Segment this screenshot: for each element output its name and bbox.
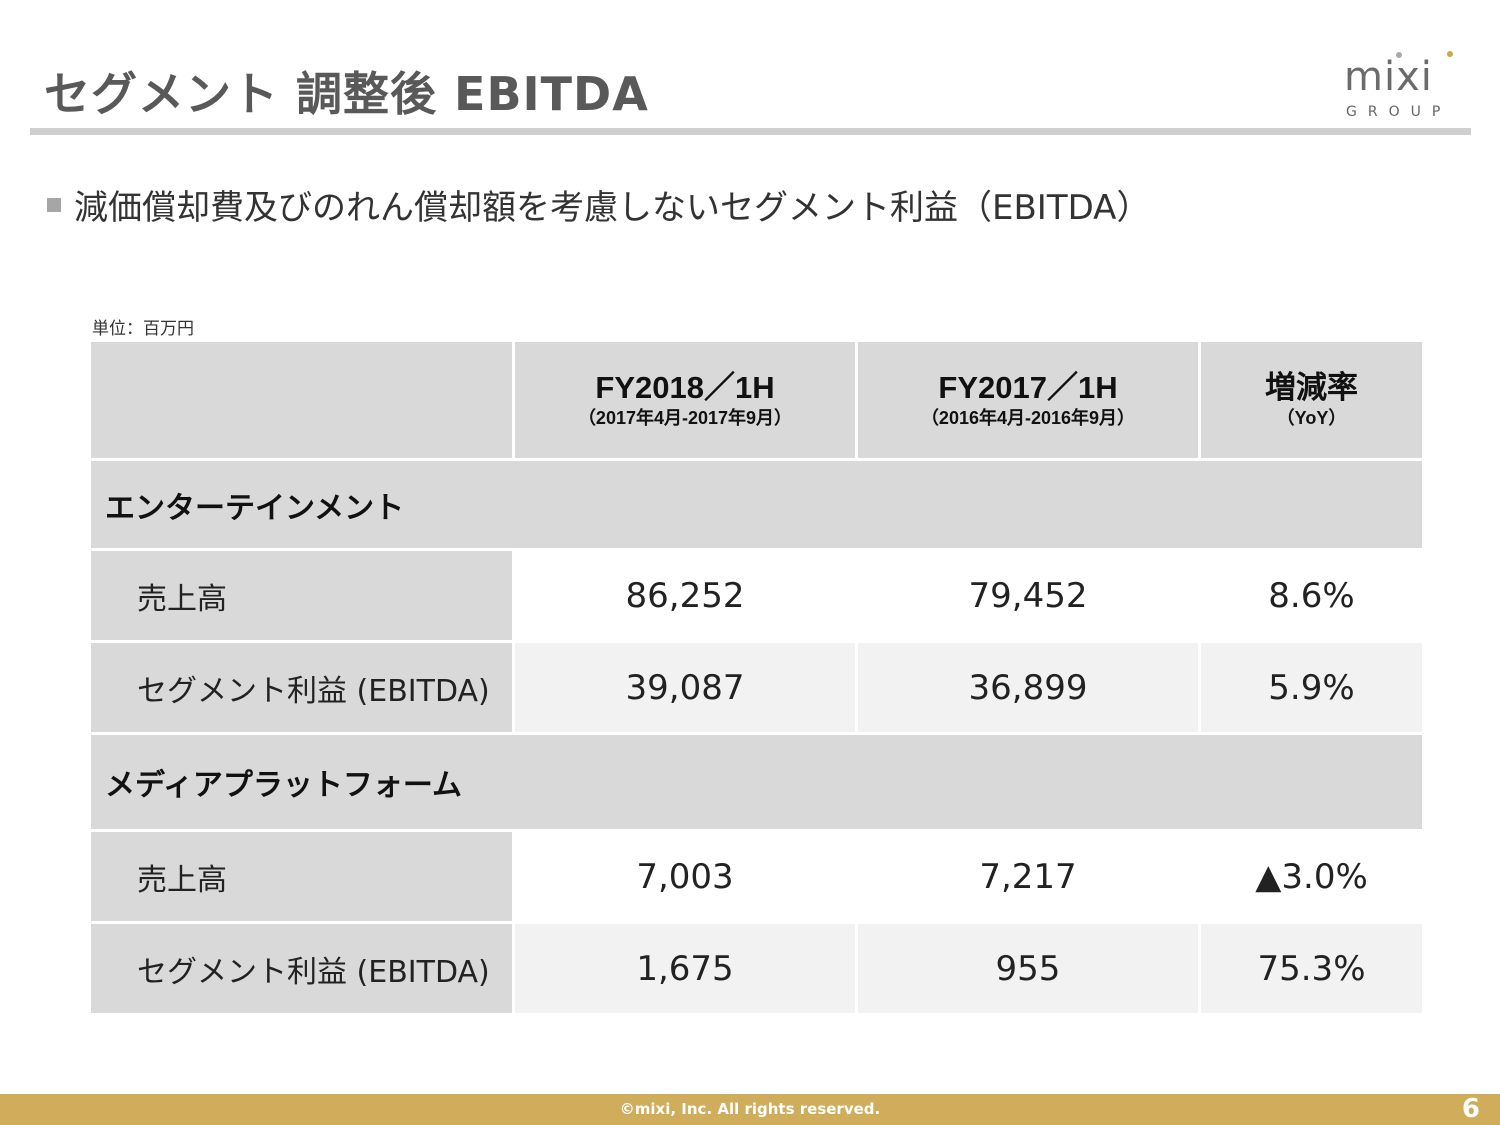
header-yoy-sub: （YoY） — [1276, 408, 1347, 428]
table-row: 売上高 7,003 7,217 ▲3.0% — [91, 832, 1422, 921]
title-divider — [30, 128, 1471, 135]
section-row-media-platform: メディアプラットフォーム — [91, 735, 1422, 829]
header-fy2018-main: FY2018／1H — [595, 370, 775, 405]
table-row: セグメント利益 (EBITDA) 1,675 955 75.3% — [91, 924, 1422, 1013]
value-yoy: 8.6% — [1201, 551, 1422, 640]
page-number: 6 — [1461, 1094, 1480, 1124]
mixi-group-logo: mixi GROUP — [1340, 48, 1460, 123]
header-empty-cell — [91, 342, 512, 458]
header-yoy-main: 増減率 — [1265, 370, 1358, 405]
logo-dot-gray — [1396, 52, 1402, 58]
table-header-row: FY2018／1H （2017年4月-2017年9月） FY2017／1H （2… — [91, 342, 1422, 458]
value-yoy: 75.3% — [1201, 924, 1422, 1013]
value-fy2017: 36,899 — [858, 643, 1198, 732]
logo-subtitle: GROUP — [1346, 104, 1452, 120]
value-fy2018: 86,252 — [515, 551, 855, 640]
header-fy2017: FY2017／1H （2016年4月-2016年9月） — [858, 342, 1198, 458]
section-title: エンターテインメント — [91, 461, 1422, 548]
row-label: 売上高 — [91, 832, 512, 921]
value-fy2018: 7,003 — [515, 832, 855, 921]
value-fy2017: 955 — [858, 924, 1198, 1013]
row-label: セグメント利益 (EBITDA) — [91, 924, 512, 1013]
header-fy2017-sub: （2016年4月-2016年9月） — [920, 408, 1136, 428]
unit-label: 単位：百万円 — [92, 319, 194, 339]
table-row: 売上高 86,252 79,452 8.6% — [91, 551, 1422, 640]
value-fy2017: 79,452 — [858, 551, 1198, 640]
page-title: セグメント 調整後 EBITDA — [44, 67, 649, 121]
value-fy2017: 7,217 — [858, 832, 1198, 921]
segment-ebitda-table: FY2018／1H （2017年4月-2017年9月） FY2017／1H （2… — [88, 339, 1425, 1016]
logo-dot-gold — [1447, 51, 1453, 57]
bullet-text: 減価償却費及びのれん償却額を考慮しないセグメント利益（EBITDA） — [74, 188, 1151, 228]
row-label: セグメント利益 (EBITDA) — [91, 643, 512, 732]
header-fy2017-main: FY2017／1H — [938, 370, 1118, 405]
value-fy2018: 39,087 — [515, 643, 855, 732]
table-row: セグメント利益 (EBITDA) 39,087 36,899 5.9% — [91, 643, 1422, 732]
footer-bar: ©mixi, Inc. All rights reserved. 6 — [0, 1094, 1500, 1125]
value-yoy: ▲3.0% — [1201, 832, 1422, 921]
header-fy2018-sub: （2017年4月-2017年9月） — [577, 408, 793, 428]
row-label: 売上高 — [91, 551, 512, 640]
section-row-entertainment: エンターテインメント — [91, 461, 1422, 548]
header-fy2018: FY2018／1H （2017年4月-2017年9月） — [515, 342, 855, 458]
copyright-text: ©mixi, Inc. All rights reserved. — [619, 1100, 881, 1118]
value-yoy: 5.9% — [1201, 643, 1422, 732]
logo-word: mixi — [1344, 54, 1433, 100]
value-fy2018: 1,675 — [515, 924, 855, 1013]
header-yoy: 増減率 （YoY） — [1201, 342, 1422, 458]
section-title: メディアプラットフォーム — [91, 735, 1422, 829]
bullet-square-icon — [47, 198, 61, 212]
